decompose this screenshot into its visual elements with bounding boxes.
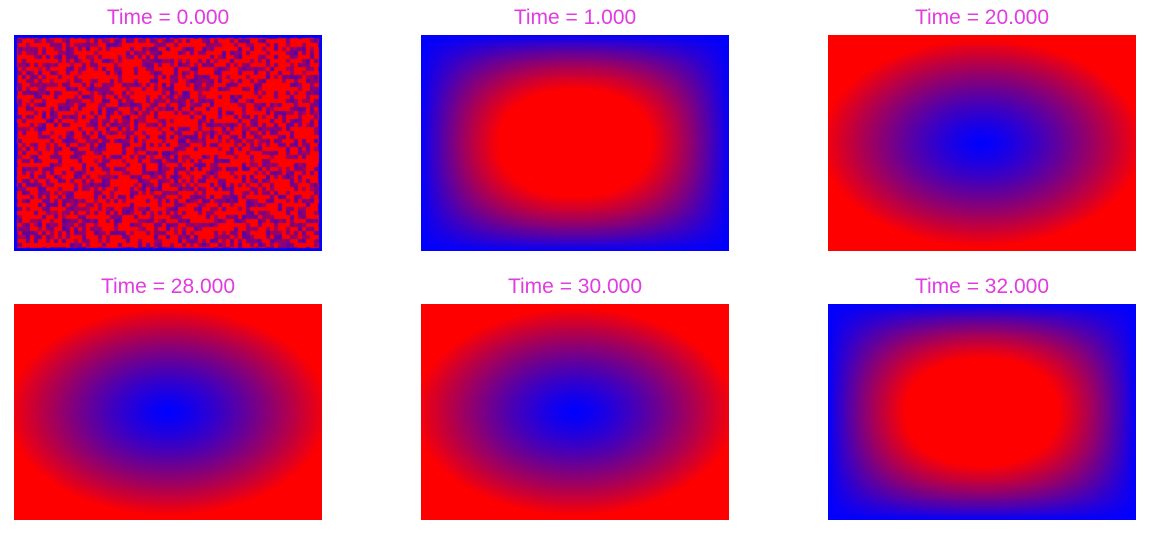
panel-title: Time = 28.000 — [100, 275, 236, 298]
heatmap-canvas — [828, 304, 1136, 520]
panel-t28: Time = 28.000 — [14, 272, 322, 520]
heatmap-canvas — [421, 304, 729, 520]
panel-title: Time = 30.000 — [507, 275, 643, 298]
panel-t0: Time = 0.000 — [14, 3, 322, 251]
heatmap-canvas — [14, 304, 322, 520]
panel-title: Time = 1.000 — [513, 6, 637, 29]
panel-t20: Time = 20.000 — [828, 3, 1136, 251]
heatmap-canvas — [421, 35, 729, 251]
panel-t1: Time = 1.000 — [421, 3, 729, 251]
panel-t32: Time = 32.000 — [828, 272, 1136, 520]
panel-title: Time = 20.000 — [914, 6, 1050, 29]
heatmap-canvas — [14, 35, 322, 251]
panel-title: Time = 0.000 — [106, 6, 230, 29]
heatmap-canvas — [828, 35, 1136, 251]
panel-title: Time = 32.000 — [914, 275, 1050, 298]
panel-t30: Time = 30.000 — [421, 272, 729, 520]
